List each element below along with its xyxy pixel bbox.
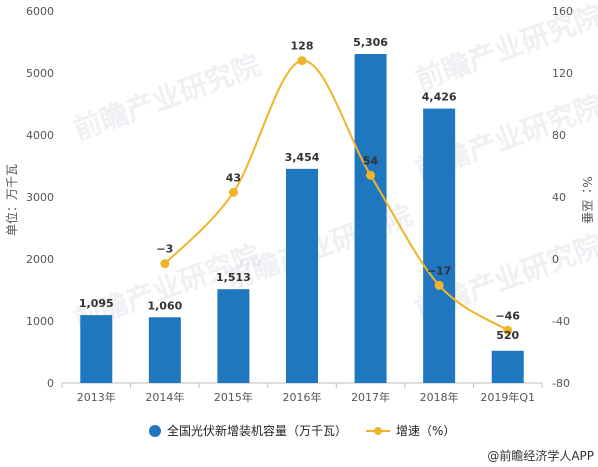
- right-tick-label: 40: [552, 191, 566, 204]
- growth-point: [228, 187, 238, 197]
- right-tick-label: 80: [552, 129, 566, 142]
- x-tick-label: 2017年: [351, 390, 390, 404]
- x-tick-label: 2018年: [420, 390, 459, 404]
- growth-value-label: 43: [226, 171, 241, 184]
- bar-series: [80, 54, 524, 383]
- growth-point: [297, 56, 307, 66]
- left-tick-label: 0: [47, 377, 54, 390]
- bar-value-label: 1,513: [216, 271, 251, 284]
- left-tick-label: 6000: [26, 5, 54, 18]
- x-tick-label: 2015年: [214, 390, 253, 404]
- x-tick-label: 2016年: [283, 390, 322, 404]
- right-axis-title: %：巫垂: [580, 176, 594, 223]
- bar-value-label: 1,060: [147, 299, 182, 312]
- left-tick-label: 5000: [26, 67, 54, 80]
- growth-value-label: 128: [291, 40, 314, 53]
- left-axis-title: 单位：万千瓦: [4, 164, 19, 236]
- data-labels: 1,095 1,060 1,513 3,454 5,306 4,426 520 −3 43 128…: [79, 36, 520, 342]
- left-tick-label: 1000: [26, 315, 54, 328]
- legend: 全国光伏新增装机容量（万千瓦） 增速（%）: [149, 423, 455, 438]
- left-tick-label: 4000: [26, 129, 54, 142]
- bar: [423, 108, 456, 383]
- bar: [491, 350, 524, 383]
- bar-value-label: 1,095: [79, 297, 114, 310]
- growth-point: [160, 259, 170, 269]
- growth-value-label: 54: [363, 154, 379, 167]
- left-tick-label: 2000: [26, 253, 54, 266]
- legend-line-label: 增速（%）: [396, 424, 455, 438]
- right-tick-label: -80: [552, 377, 570, 390]
- legend-bar-label: 全国光伏新增装机容量（万千瓦）: [167, 423, 347, 438]
- right-tick-label: -40: [552, 315, 570, 328]
- legend-line-marker: [374, 427, 382, 435]
- growth-point: [434, 280, 444, 290]
- bar-value-label: 3,454: [285, 151, 320, 164]
- right-tick-label: 0: [552, 253, 559, 266]
- x-tick-label: 2013年: [77, 390, 116, 404]
- bar: [354, 54, 387, 383]
- legend-bar-swatch: [149, 425, 161, 437]
- x-tick-label: 2019年Q1: [480, 390, 535, 404]
- left-axis-ticks: 0 1000 2000 3000 4000 5000 6000: [26, 5, 54, 390]
- bar-value-label: 4,426: [422, 91, 457, 104]
- growth-value-label: −3: [156, 243, 173, 256]
- bar: [286, 168, 318, 383]
- right-axis-ticks: -80 -40 0 40 80 120 160: [552, 5, 573, 390]
- right-tick-label: 160: [552, 5, 573, 18]
- bar-value-label: 520: [496, 329, 519, 342]
- bar: [217, 289, 250, 383]
- right-tick-label: 120: [552, 67, 573, 80]
- x-tick-label: 2014年: [145, 390, 184, 404]
- bar-value-label: 5,306: [353, 36, 388, 49]
- growth-point: [503, 325, 513, 335]
- growth-value-label: −17: [427, 264, 452, 277]
- watermark-text: 前瞻产业研究院: [69, 49, 264, 147]
- growth-point: [366, 170, 376, 180]
- left-tick-label: 3000: [26, 191, 54, 204]
- line-series: [160, 56, 513, 335]
- bar: [80, 315, 113, 383]
- x-axis-ticks: 2013年 2014年 2015年 2016年 2017年 2018年 2019年Q1: [61, 383, 543, 404]
- growth-value-label: −46: [495, 309, 520, 322]
- bar: [148, 317, 181, 383]
- source-credit: @前瞻经济学人APP: [487, 448, 594, 463]
